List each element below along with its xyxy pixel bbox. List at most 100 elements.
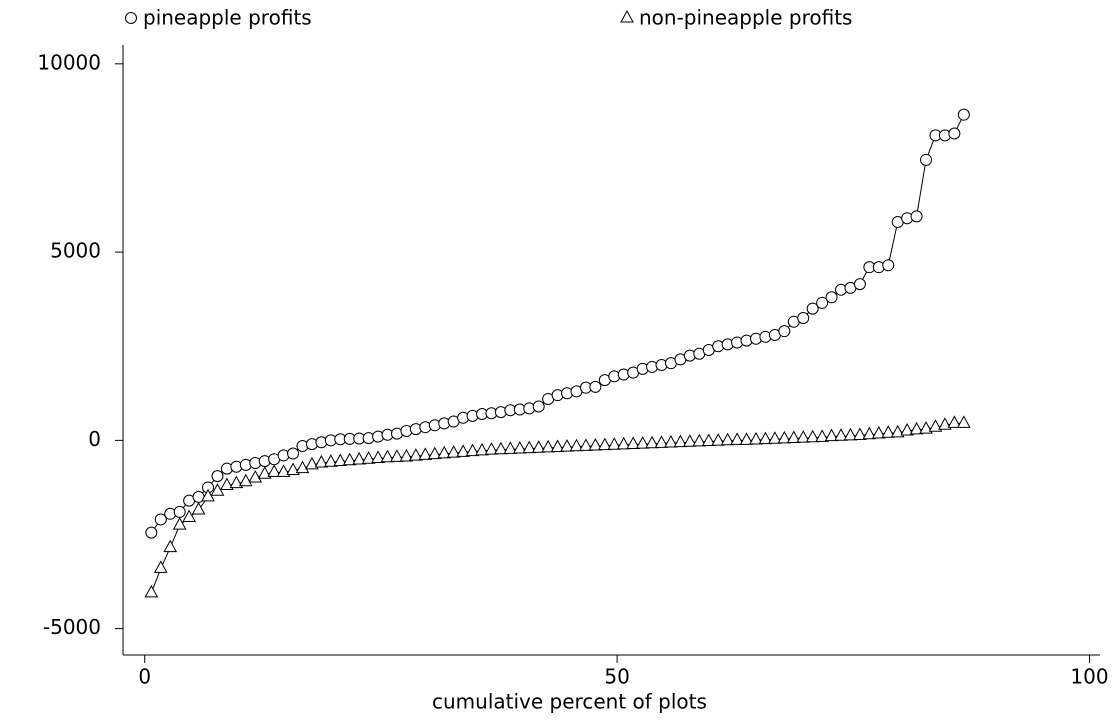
marker bbox=[494, 441, 508, 455]
marker bbox=[900, 422, 914, 436]
marker bbox=[286, 462, 300, 475]
marker bbox=[522, 440, 537, 454]
marker bbox=[882, 259, 895, 272]
marker bbox=[220, 477, 234, 491]
marker bbox=[287, 447, 300, 460]
marker bbox=[191, 501, 206, 515]
marker bbox=[786, 430, 801, 443]
marker bbox=[276, 464, 291, 477]
marker bbox=[805, 429, 820, 443]
x-tick-label: 0 bbox=[138, 665, 151, 689]
marker bbox=[380, 449, 395, 463]
x-tick-label: 100 bbox=[1070, 665, 1108, 689]
marker bbox=[881, 425, 896, 438]
marker bbox=[947, 415, 962, 428]
marker bbox=[446, 445, 461, 458]
marker bbox=[172, 517, 187, 530]
marker bbox=[144, 584, 159, 598]
marker bbox=[371, 450, 385, 463]
marker bbox=[825, 291, 838, 304]
marker bbox=[512, 440, 527, 454]
marker bbox=[145, 526, 158, 539]
marker bbox=[597, 437, 612, 451]
marker bbox=[342, 452, 357, 466]
marker bbox=[890, 424, 905, 438]
x-axis-label: cumulative percent of plots bbox=[432, 690, 707, 714]
marker bbox=[824, 428, 839, 442]
marker bbox=[956, 415, 971, 428]
marker bbox=[948, 127, 961, 140]
marker bbox=[654, 435, 669, 448]
marker bbox=[399, 448, 414, 462]
x-tick-label: 50 bbox=[604, 665, 629, 689]
marker bbox=[910, 210, 923, 223]
marker bbox=[711, 433, 726, 446]
marker bbox=[620, 9, 634, 23]
marker bbox=[437, 445, 452, 459]
marker bbox=[645, 435, 659, 449]
marker bbox=[730, 432, 744, 445]
marker bbox=[531, 440, 546, 453]
y-tick-label: 10000 bbox=[37, 50, 101, 74]
marker bbox=[182, 509, 196, 523]
marker bbox=[238, 473, 253, 487]
marker bbox=[920, 153, 933, 166]
marker bbox=[607, 437, 622, 450]
marker bbox=[579, 438, 593, 451]
marker bbox=[871, 425, 886, 439]
marker bbox=[324, 454, 338, 467]
marker bbox=[211, 470, 224, 483]
marker bbox=[928, 419, 943, 432]
marker bbox=[834, 428, 848, 441]
marker bbox=[664, 434, 678, 448]
marker bbox=[125, 12, 137, 24]
marker bbox=[957, 108, 970, 121]
marker bbox=[229, 475, 244, 489]
marker bbox=[418, 447, 433, 460]
marker bbox=[541, 439, 555, 453]
marker bbox=[938, 417, 952, 430]
marker bbox=[427, 446, 442, 460]
marker bbox=[797, 311, 810, 324]
marker bbox=[390, 449, 404, 462]
marker bbox=[626, 436, 641, 450]
marker bbox=[589, 380, 602, 393]
marker bbox=[333, 453, 348, 466]
marker bbox=[673, 434, 688, 448]
marker bbox=[758, 431, 773, 445]
marker bbox=[503, 441, 518, 454]
marker bbox=[635, 436, 650, 449]
marker bbox=[173, 505, 186, 518]
marker bbox=[550, 439, 565, 453]
marker bbox=[796, 430, 811, 443]
marker bbox=[409, 448, 423, 461]
marker bbox=[768, 431, 782, 444]
marker bbox=[352, 451, 367, 465]
marker bbox=[843, 427, 858, 441]
marker bbox=[361, 451, 376, 464]
marker bbox=[720, 432, 735, 446]
marker bbox=[816, 296, 829, 309]
marker bbox=[295, 460, 310, 474]
y-tick-label: -5000 bbox=[43, 615, 101, 639]
marker bbox=[853, 427, 867, 440]
marker bbox=[588, 437, 603, 451]
marker bbox=[248, 469, 263, 483]
marker bbox=[909, 421, 924, 435]
marker bbox=[569, 438, 584, 452]
marker bbox=[692, 433, 707, 447]
marker bbox=[701, 433, 716, 446]
marker bbox=[154, 513, 167, 526]
marker bbox=[465, 443, 480, 457]
marker bbox=[484, 442, 499, 455]
marker bbox=[456, 444, 470, 457]
marker bbox=[815, 429, 829, 442]
marker bbox=[257, 466, 272, 479]
y-tick-label: 5000 bbox=[50, 239, 101, 263]
marker bbox=[560, 439, 574, 452]
marker bbox=[853, 278, 866, 291]
marker bbox=[532, 400, 545, 413]
marker bbox=[314, 454, 329, 468]
marker bbox=[475, 442, 489, 456]
